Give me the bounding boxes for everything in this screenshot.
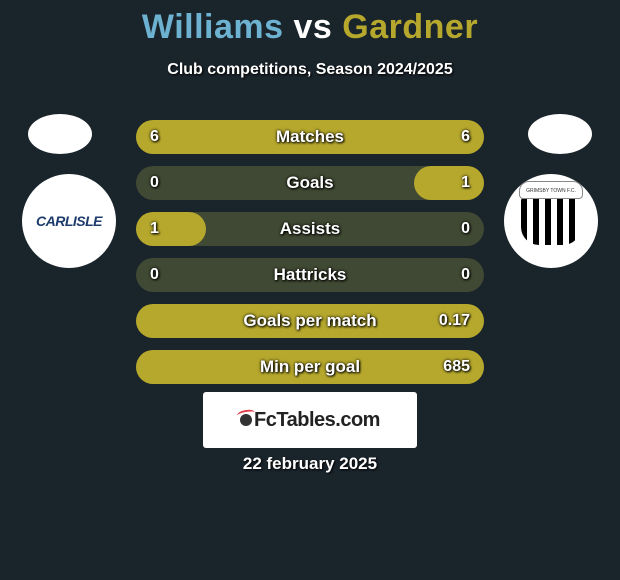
stat-label: Goals bbox=[136, 166, 484, 200]
club-badge-right-label: GRIMSBY TOWN F.C. bbox=[519, 181, 583, 199]
stat-label: Min per goal bbox=[136, 350, 484, 384]
stat-value-left: 1 bbox=[150, 212, 159, 246]
stat-row: Matches6 6 bbox=[136, 120, 484, 154]
title-player2: Gardner bbox=[342, 8, 478, 46]
stat-value-right: 685 bbox=[443, 350, 470, 384]
stat-row: Goals per match0.17 bbox=[136, 304, 484, 338]
stat-value-right: 0.17 bbox=[439, 304, 470, 338]
stat-value-left: 0 bbox=[150, 258, 159, 292]
stat-label: Hattricks bbox=[136, 258, 484, 292]
stat-row: Min per goal685 bbox=[136, 350, 484, 384]
date-text: 22 february 2025 bbox=[0, 454, 620, 474]
club-badge-left-label: CARLISLE bbox=[36, 213, 102, 229]
subtitle: Club competitions, Season 2024/2025 bbox=[0, 61, 620, 79]
club-badge-left: CARLISLE bbox=[22, 174, 116, 268]
club-badge-right: GRIMSBY TOWN F.C. bbox=[504, 174, 598, 268]
page-title: Williams vs Gardner bbox=[0, 0, 620, 47]
stat-label: Goals per match bbox=[136, 304, 484, 338]
fctables-logo: FcTables.com bbox=[240, 409, 380, 432]
stat-label: Assists bbox=[136, 212, 484, 246]
stat-label: Matches bbox=[136, 120, 484, 154]
title-vs: vs bbox=[294, 8, 333, 46]
stat-value-left: 6 bbox=[150, 120, 159, 154]
stat-value-right: 0 bbox=[461, 258, 470, 292]
stat-value-right: 6 bbox=[461, 120, 470, 154]
stat-row: Assists1 0 bbox=[136, 212, 484, 246]
stat-value-right: 0 bbox=[461, 212, 470, 246]
stats-bars: Matches66Goals01Assists10Hattricks00Goal… bbox=[136, 120, 484, 396]
stat-value-left: 0 bbox=[150, 166, 159, 200]
stat-row: Goals0 1 bbox=[136, 166, 484, 200]
avatar-placeholder-icon bbox=[528, 114, 592, 154]
title-player1: Williams bbox=[142, 8, 284, 46]
ball-icon bbox=[240, 414, 252, 426]
avatar-placeholder-icon bbox=[28, 114, 92, 154]
stat-value-right: 1 bbox=[461, 166, 470, 200]
fctables-text: FcTables.com bbox=[254, 409, 380, 431]
stat-row: Hattricks0 0 bbox=[136, 258, 484, 292]
fctables-watermark: FcTables.com bbox=[203, 392, 417, 448]
grimsby-stripes-icon: GRIMSBY TOWN F.C. bbox=[521, 197, 581, 245]
